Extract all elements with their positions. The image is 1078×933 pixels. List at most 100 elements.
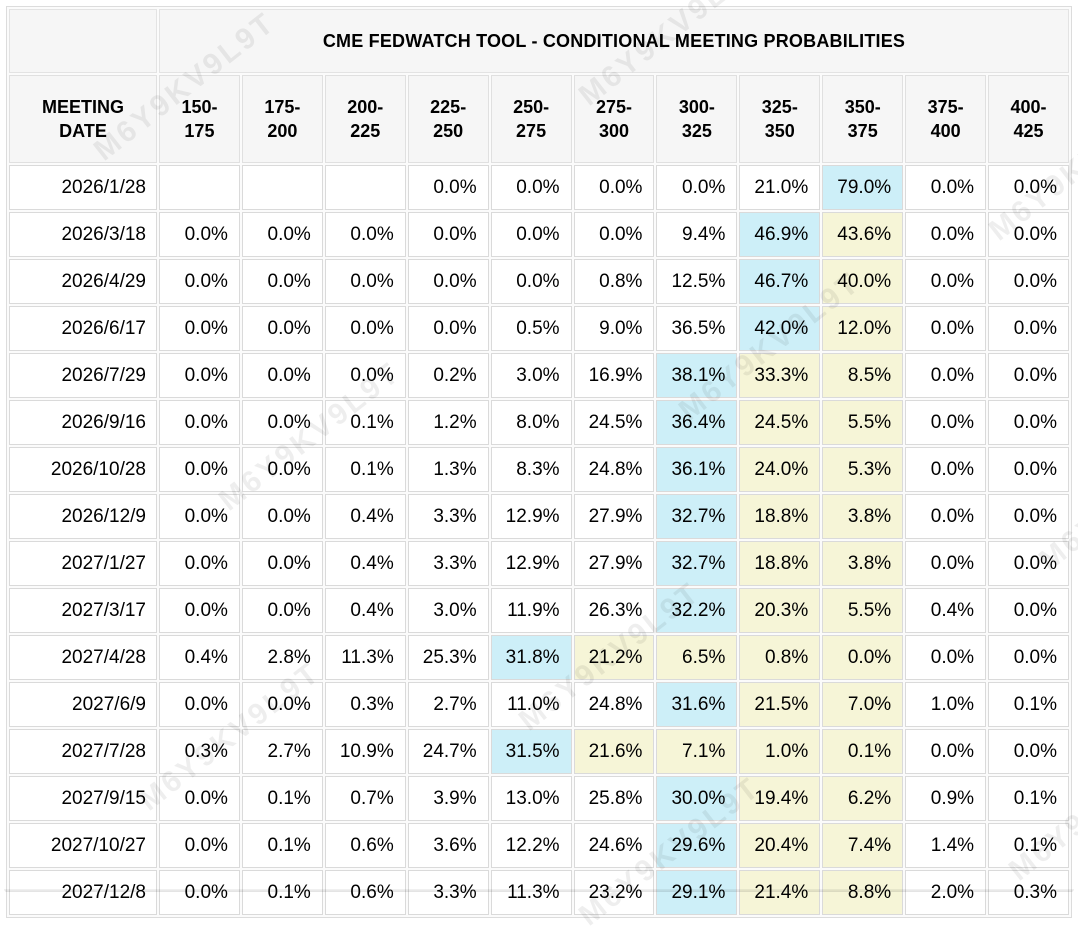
probability-cell: 0.6% (324, 870, 406, 915)
probability-cell: 0.4% (905, 588, 987, 633)
conditional-probabilities-table: CME FEDWATCH TOOL - CONDITIONAL MEETING … (6, 6, 1072, 918)
probability-cell: 13.0% (490, 776, 572, 821)
probability-cell (324, 165, 406, 210)
table-row: 2027/3/17 0.0% 0.0% 0.4% 3.0% 11.9% 26.3% 32.2%… (9, 588, 1069, 633)
probability-cell: 11.0% (490, 682, 572, 727)
probability-cell: 19.4% (739, 776, 821, 821)
probability-cell: 0.0% (407, 259, 489, 304)
probability-cell: 24.0% (739, 447, 821, 492)
meeting-date-cell: 2026/12/9 (9, 494, 157, 539)
meeting-date-cell: 2026/1/28 (9, 165, 157, 210)
probability-cell: 0.0% (159, 494, 240, 539)
table-row: 2026/12/9 0.0% 0.0% 0.4% 3.3% 12.9% 27.9% 32.7%… (9, 494, 1069, 539)
probability-cell: 0.0% (988, 588, 1069, 633)
probability-cell: 0.0% (573, 165, 655, 210)
probability-cell: 0.9% (905, 776, 987, 821)
probability-cell: 0.0% (905, 494, 987, 539)
probability-cell: 11.3% (324, 635, 406, 680)
meeting-date-cell: 2027/12/8 (9, 870, 157, 915)
probability-cell: 29.6% (656, 823, 738, 868)
probability-cell: 36.5% (656, 306, 738, 351)
probability-cell: 0.0% (159, 682, 240, 727)
probability-cell: 0.0% (159, 353, 240, 398)
column-header-350-375: 350- 375 (822, 75, 904, 163)
meeting-date-cell: 2026/10/28 (9, 447, 157, 492)
probability-cell: 20.3% (739, 588, 821, 633)
probability-cell: 0.4% (324, 494, 406, 539)
probability-cell: 3.0% (490, 353, 572, 398)
probability-cell: 30.0% (656, 776, 738, 821)
probability-cell: 25.3% (407, 635, 489, 680)
table-row: 2027/1/27 0.0% 0.0% 0.4% 3.3% 12.9% 27.9% 32.7%… (9, 541, 1069, 586)
probability-cell: 3.3% (407, 541, 489, 586)
probability-cell: 21.4% (739, 870, 821, 915)
probability-cell: 2.0% (905, 870, 987, 915)
table-row: 2026/4/29 0.0% 0.0% 0.0% 0.0% 0.0% 0.8% 12.5% 46… (9, 259, 1069, 304)
probability-cell: 9.4% (656, 212, 738, 257)
probability-cell: 0.6% (324, 823, 406, 868)
probability-table-body: 2026/1/28 0.0% 0.0% 0.0% 0.0% 21.0% 79.0% 0.0% 0… (9, 165, 1069, 915)
probability-cell: 0.0% (241, 212, 323, 257)
probability-cell: 11.3% (490, 870, 572, 915)
probability-cell: 24.6% (573, 823, 655, 868)
meeting-date-cell: 2027/10/27 (9, 823, 157, 868)
probability-cell: 24.5% (739, 400, 821, 445)
meeting-date-cell: 2027/4/28 (9, 635, 157, 680)
probability-cell: 0.1% (324, 400, 406, 445)
probability-cell: 0.0% (241, 259, 323, 304)
probability-cell: 0.2% (407, 353, 489, 398)
probability-cell: 0.0% (988, 447, 1069, 492)
probability-cell: 46.9% (739, 212, 821, 257)
probability-cell: 0.0% (241, 353, 323, 398)
probability-cell: 0.0% (905, 729, 987, 774)
probability-cell: 1.3% (407, 447, 489, 492)
probability-cell: 21.5% (739, 682, 821, 727)
probability-cell: 0.0% (159, 400, 240, 445)
probability-cell: 31.6% (656, 682, 738, 727)
probability-cell: 31.5% (490, 729, 572, 774)
probability-cell: 0.1% (241, 776, 323, 821)
meeting-date-header: MEETING DATE (9, 75, 157, 163)
probability-cell: 0.0% (905, 635, 987, 680)
probability-cell: 7.1% (656, 729, 738, 774)
probability-cell: 3.3% (407, 494, 489, 539)
probability-cell: 33.3% (739, 353, 821, 398)
probability-cell: 20.4% (739, 823, 821, 868)
probability-cell: 0.0% (241, 494, 323, 539)
probability-cell: 0.0% (324, 353, 406, 398)
probability-cell: 3.9% (407, 776, 489, 821)
probability-cell: 8.8% (822, 870, 904, 915)
probability-cell: 5.3% (822, 447, 904, 492)
probability-cell: 2.7% (241, 729, 323, 774)
probability-cell: 0.0% (324, 306, 406, 351)
meeting-date-cell: 2027/7/28 (9, 729, 157, 774)
probability-cell: 0.0% (988, 259, 1069, 304)
probability-cell: 0.0% (905, 306, 987, 351)
probability-cell (241, 165, 323, 210)
column-header-275-300: 275- 300 (573, 75, 655, 163)
probability-cell: 0.3% (324, 682, 406, 727)
probability-cell: 12.9% (490, 494, 572, 539)
probability-cell: 2.8% (241, 635, 323, 680)
probability-cell: 3.6% (407, 823, 489, 868)
column-header-250-275: 250- 275 (490, 75, 572, 163)
probability-cell: 0.0% (490, 212, 572, 257)
probability-cell: 9.0% (573, 306, 655, 351)
probability-cell: 1.4% (905, 823, 987, 868)
probability-cell: 0.0% (822, 635, 904, 680)
probability-cell: 8.0% (490, 400, 572, 445)
title-row: CME FEDWATCH TOOL - CONDITIONAL MEETING … (9, 9, 1069, 73)
probability-cell: 0.0% (988, 400, 1069, 445)
table-row: 2027/9/15 0.0% 0.1% 0.7% 3.9% 13.0% 25.8% 30.0%… (9, 776, 1069, 821)
probability-cell: 0.1% (988, 682, 1069, 727)
probability-cell: 0.0% (324, 259, 406, 304)
probability-cell: 46.7% (739, 259, 821, 304)
probability-cell: 7.4% (822, 823, 904, 868)
probability-cell: 21.6% (573, 729, 655, 774)
probability-cell: 11.9% (490, 588, 572, 633)
probability-cell: 0.7% (324, 776, 406, 821)
probability-cell: 0.0% (159, 212, 240, 257)
probability-cell: 36.4% (656, 400, 738, 445)
probability-cell: 0.0% (241, 447, 323, 492)
probability-cell: 0.1% (988, 823, 1069, 868)
